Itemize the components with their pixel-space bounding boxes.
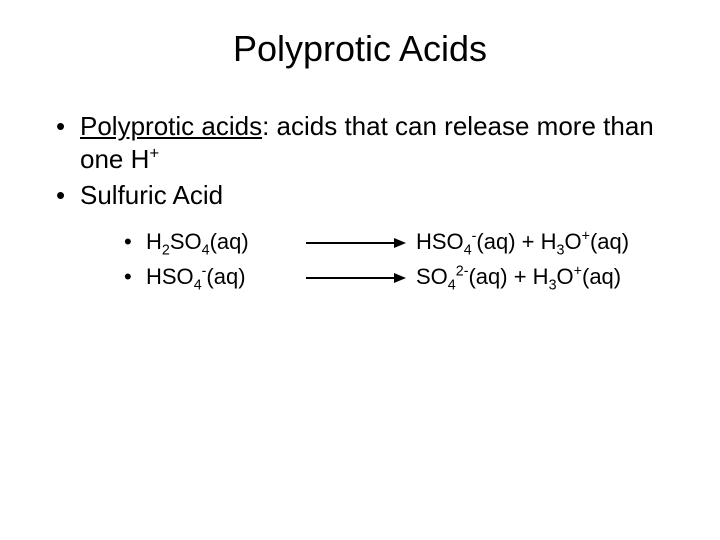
- slide-title: Polyprotic Acids: [40, 28, 680, 70]
- eq1-lhs-c: SO: [170, 229, 202, 254]
- eq2-rhs-b: 4: [448, 277, 456, 293]
- equation-1: H2SO4(aq) HSO4-(aq) + H3O+(aq): [124, 224, 680, 259]
- eq2-lhs-d: (aq): [206, 264, 245, 289]
- eq2-rhs-a: SO: [416, 264, 448, 289]
- h-plus-charge: +: [149, 143, 159, 162]
- eq2-rhs-g: +: [574, 263, 582, 279]
- main-bullets: Polyprotic acids: acids that can release…: [40, 110, 680, 294]
- bullet-sulfuric-text: Sulfuric Acid: [80, 180, 223, 210]
- bullet-sulfuric: Sulfuric Acid H2SO4(aq) HSO4-(aq) + H3O+…: [56, 179, 680, 294]
- eq2-rhs-f: O: [557, 264, 574, 289]
- eq1-rhs-d: (aq) + H: [476, 229, 556, 254]
- eq1-lhs-e: (aq): [210, 229, 249, 254]
- eq1-rhs-g: +: [582, 228, 590, 244]
- eq1-arrow-wrap: [296, 224, 416, 259]
- eq2-rhs-e: 3: [549, 277, 557, 293]
- eq2-rhs: SO42-(aq) + H3O+(aq): [416, 259, 621, 294]
- eq2-lhs: HSO4-(aq): [146, 259, 296, 294]
- equation-2: HSO4-(aq) SO42-(aq) + H3O+(aq): [124, 259, 680, 294]
- bullet-definition: Polyprotic acids: acids that can release…: [56, 110, 680, 175]
- eq1-lhs-a: H: [146, 229, 162, 254]
- arrow-icon: [306, 272, 406, 284]
- eq2-rhs-h: (aq): [582, 264, 621, 289]
- eq2-rhs-d: (aq) + H: [468, 264, 548, 289]
- eq2-arrow-wrap: [296, 259, 416, 294]
- eq1-rhs-f: O: [564, 229, 581, 254]
- eq1-lhs: H2SO4(aq): [146, 224, 296, 259]
- eq1-rhs-a: HSO: [416, 229, 464, 254]
- slide: Polyprotic Acids Polyprotic acids: acids…: [0, 0, 720, 540]
- eq1-lhs-b: 2: [162, 242, 170, 258]
- eq2-lhs-a: HSO: [146, 264, 194, 289]
- eq1-rhs: HSO4-(aq) + H3O+(aq): [416, 224, 629, 259]
- eq1-lhs-d: 4: [202, 242, 210, 258]
- eq2-rhs-c: 2-: [456, 263, 469, 279]
- term-polyprotic: Polyprotic acids: [80, 111, 262, 141]
- arrow-icon: [306, 237, 406, 249]
- eq1-rhs-h: (aq): [590, 229, 629, 254]
- equation-list: H2SO4(aq) HSO4-(aq) + H3O+(aq) HSO4-(aq): [80, 224, 680, 294]
- eq2-lhs-b: 4: [194, 277, 202, 293]
- eq1-rhs-b: 4: [464, 242, 472, 258]
